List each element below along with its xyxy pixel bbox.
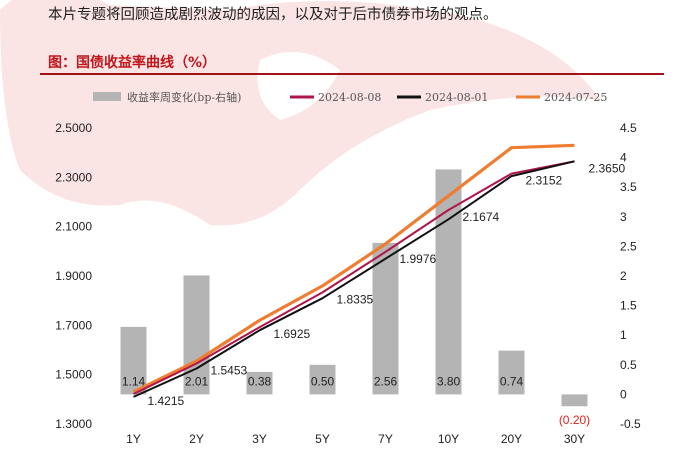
watermark-shape [0, 0, 600, 226]
right-tick-label: 0.5 [620, 358, 637, 372]
series-line [132, 143, 575, 394]
bar-value-labels: 1.14 2.01 0.38 0.50 2.56 3.80 0.74 (0.20) [122, 374, 590, 427]
left-tick-label: 1.9000 [55, 269, 92, 283]
right-tick-label: 2 [620, 269, 627, 283]
bar-label: 0.74 [500, 374, 524, 388]
x-tick-label: 3Y [252, 432, 267, 446]
point-label: 2.3152 [526, 174, 563, 188]
legend-label-series: 2024-08-08 [318, 91, 381, 104]
x-tick-label: 5Y [315, 432, 330, 446]
bar-label: 3.80 [437, 374, 461, 388]
intro-text: 本片专题将回顾造成剧烈波动的成因，以及对于后市债券市场的观点。 [48, 7, 498, 23]
legend-label-series: 2024-08-01 [425, 91, 488, 104]
point-label: 1.8335 [337, 292, 374, 306]
point-label: 1.5453 [211, 363, 248, 377]
legend: 收益率周变化(bp-右轴) 2024-08-08 2024-08-01 2024-07… [93, 90, 607, 104]
point-label: 1.4215 [148, 394, 185, 408]
figure-title: 图：国债收益率曲线（%） [48, 55, 217, 71]
right-tick-label: 3.5 [620, 180, 637, 194]
bar [498, 350, 525, 395]
point-value-labels: 1.4215 1.5453 1.6925 1.8335 1.9976 2.1674 2.31… [148, 161, 626, 408]
left-tick-label: 1.5000 [55, 368, 92, 382]
left-tick-label: 1.3000 [55, 417, 92, 431]
left-tick-label: 2.1000 [55, 220, 92, 234]
right-tick-label: 4 [620, 151, 627, 165]
x-tick-label: 7Y [378, 432, 393, 446]
bar [435, 169, 462, 395]
watermark-cutout [257, 52, 340, 120]
left-tick-label: 1.7000 [55, 318, 92, 332]
right-tick-label: 2.5 [620, 239, 637, 253]
bar [183, 275, 210, 395]
legend-label-bars: 收益率周变化(bp-右轴) [127, 90, 241, 104]
legend-label-series: 2024-07-25 [544, 91, 607, 104]
bar-label: 2.56 [374, 374, 398, 388]
weekly-change-bars [120, 169, 588, 407]
right-tick-label: 1 [620, 328, 627, 342]
right-tick-label: -0.5 [620, 417, 641, 431]
bar [120, 326, 147, 395]
point-label: 2.3650 [589, 161, 626, 175]
series-line [133, 160, 575, 398]
x-tick-label: 10Y [438, 432, 459, 446]
point-label: 1.9976 [400, 252, 437, 266]
right-tick-label: 0 [620, 387, 627, 401]
legend-swatch-bars [93, 92, 121, 101]
left-tick-label: 2.5000 [55, 121, 92, 135]
yield-lines [132, 143, 575, 398]
bar-label: 0.38 [248, 374, 272, 388]
left-tick-label: 2.3000 [55, 170, 92, 184]
title-divider [40, 73, 664, 75]
bar [561, 394, 588, 407]
series-line [133, 160, 575, 395]
left-axis: 1.3000 1.5000 1.7000 1.9000 2.1000 2.3000 2.50… [55, 121, 92, 431]
right-axis: -0.5 0 0.5 1 1.5 2 2.5 3 3.5 4 4.5 [620, 121, 641, 431]
x-axis: 1Y 2Y 3Y 5Y 7Y 10Y 20Y 30Y [126, 432, 585, 446]
right-tick-label: 1.5 [620, 299, 637, 313]
point-label: 1.6925 [274, 327, 311, 341]
bar [246, 371, 273, 395]
right-tick-label: 4.5 [620, 121, 637, 135]
point-label: 2.1674 [463, 210, 500, 224]
bar-label: 2.01 [185, 374, 209, 388]
bar [372, 242, 399, 395]
bar [309, 364, 336, 395]
x-tick-label: 20Y [501, 432, 522, 446]
bar-label: 1.14 [122, 374, 146, 388]
bar-label: 0.50 [311, 374, 335, 388]
x-tick-label: 1Y [126, 432, 141, 446]
x-tick-label: 2Y [189, 432, 204, 446]
right-tick-label: 3 [620, 210, 627, 224]
bar-label: (0.20) [559, 413, 590, 427]
x-tick-label: 30Y [564, 432, 585, 446]
